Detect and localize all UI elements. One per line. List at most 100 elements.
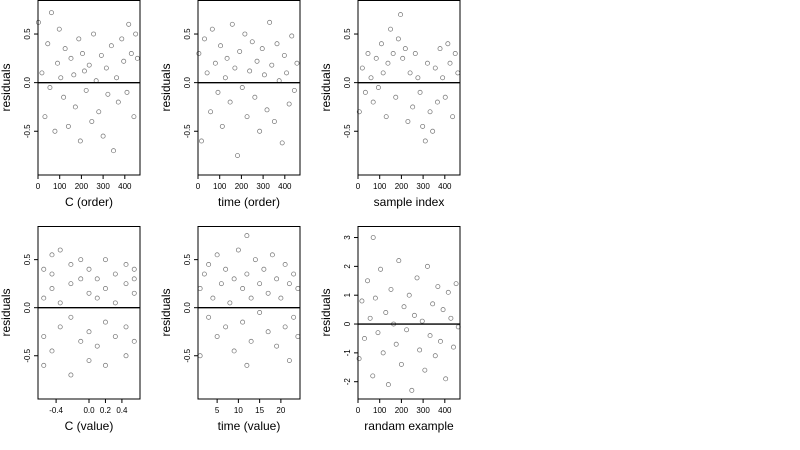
data-point (96, 109, 102, 115)
x-tick-label: 15 (255, 406, 264, 415)
data-point (133, 31, 139, 37)
data-point (232, 65, 238, 71)
data-point (417, 347, 423, 353)
data-point (455, 70, 461, 76)
x-tick-label: 300 (96, 182, 110, 191)
data-point (41, 295, 47, 301)
data-point (86, 290, 92, 296)
plot-frame (357, 226, 461, 400)
x-tick-label: 300 (416, 406, 430, 415)
y-tick-label: -0.5 (23, 348, 32, 362)
data-point (453, 281, 459, 287)
data-point (244, 362, 250, 368)
data-point (61, 94, 67, 100)
data-point (359, 65, 365, 71)
data-point (388, 286, 394, 292)
scatter-panel-3: 0 100 200 300 400 -0.5 0.0 0.5 sample index resid… (319, 0, 461, 209)
data-point (100, 133, 106, 139)
x-tick-label: 10 (234, 406, 243, 415)
x-tick-label: 0.4 (116, 406, 128, 415)
data-point (425, 263, 430, 269)
x-tick-label: 0.0 (83, 406, 95, 415)
data-point (393, 94, 399, 100)
data-point (380, 70, 386, 76)
data-point (65, 123, 71, 129)
x-tick-label: -0.4 (49, 406, 63, 415)
data-point (279, 140, 285, 146)
data-point (448, 315, 454, 321)
y-tick-label: 0.0 (183, 77, 192, 89)
data-point (94, 343, 100, 349)
plot-frame (37, 226, 141, 400)
data-point (375, 330, 381, 336)
data-point (39, 70, 45, 76)
data-point (76, 36, 82, 42)
data-point (237, 49, 243, 54)
data-point (274, 41, 280, 47)
data-point (383, 310, 389, 315)
data-point (257, 310, 263, 315)
data-point (206, 261, 212, 267)
data-point (261, 72, 267, 78)
data-point (98, 52, 104, 58)
x-tick-label: 100 (373, 406, 387, 415)
x-tick-label: 400 (118, 182, 132, 191)
data-point (123, 324, 129, 330)
data-point (57, 300, 63, 306)
data-point (286, 358, 292, 364)
data-point (71, 72, 77, 78)
data-point (284, 70, 289, 76)
data-point (126, 21, 132, 27)
data-point (215, 89, 221, 95)
plot-frame (37, 0, 141, 176)
x-tick-label: 100 (373, 182, 387, 191)
data-point (105, 91, 111, 97)
data-point (102, 319, 108, 325)
data-point (204, 70, 210, 76)
data-point (115, 99, 121, 105)
data-point (134, 55, 140, 61)
data-point (68, 261, 74, 267)
data-point (248, 295, 254, 301)
data-point (77, 138, 83, 144)
data-point (254, 58, 260, 64)
x-tick-label: 400 (278, 182, 292, 191)
data-point (41, 266, 47, 272)
data-point (229, 21, 235, 27)
data-point (242, 31, 248, 37)
x-tick-label: 0 (356, 182, 361, 191)
data-point (362, 336, 367, 341)
data-point (419, 318, 425, 324)
y-tick-label: -1 (343, 349, 352, 357)
data-point (202, 36, 207, 42)
data-point (197, 286, 203, 291)
y-tick-label: 0.0 (23, 77, 32, 89)
data-point (123, 261, 129, 267)
x-axis-label: time (order) (218, 195, 280, 209)
y-tick-label: 0.5 (23, 28, 32, 40)
data-point (383, 114, 389, 120)
plot-frame (357, 0, 461, 176)
data-point (235, 153, 240, 159)
data-point (259, 46, 265, 52)
data-point (68, 372, 74, 378)
data-point (372, 295, 378, 301)
data-point (402, 46, 408, 52)
data-point (450, 114, 456, 120)
data-point (370, 235, 376, 240)
data-point (119, 36, 125, 42)
data-point (375, 85, 381, 90)
data-point (57, 324, 63, 330)
x-tick-label: 300 (416, 182, 430, 191)
data-point (49, 286, 55, 291)
y-tick-label: 0 (343, 321, 352, 326)
data-point (111, 148, 116, 154)
data-point (432, 353, 438, 359)
data-point (123, 281, 129, 287)
data-point (103, 65, 109, 71)
data-point (114, 75, 120, 81)
y-tick-label: -0.5 (343, 124, 352, 138)
y-tick-label: 2 (343, 264, 352, 269)
data-point (276, 78, 282, 84)
